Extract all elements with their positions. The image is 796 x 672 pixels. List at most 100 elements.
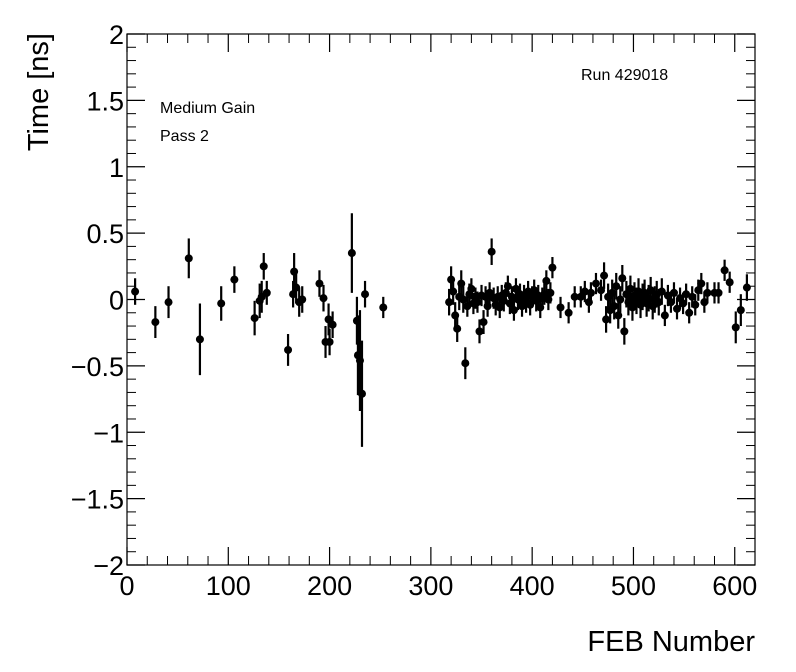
point-marker [459,295,468,304]
data-point [646,276,655,304]
y-tick-label: −2 [93,551,124,581]
data-point [131,278,140,305]
point-marker [379,303,388,312]
point-marker [626,284,635,293]
point-marker [660,311,669,320]
point-marker [230,275,239,284]
point-marker [580,287,589,296]
point-marker [646,286,655,295]
data-point [361,280,370,308]
data-points [131,213,751,447]
data-point [473,291,482,313]
point-marker [600,271,609,280]
point-marker [483,302,492,311]
x-tick-labels: 0 100 200 300 400 500 600 [119,571,757,601]
y-tick-label: 0 [109,286,124,316]
data-point [445,288,454,316]
data-point [542,270,551,292]
data-point [612,272,621,300]
data-point [564,302,573,324]
data-point [614,302,623,329]
point-marker [602,315,611,324]
data-point [461,347,470,380]
point-marker [507,292,516,301]
x-minor-ticks [146,34,715,565]
y-tick-label: 1 [109,153,124,183]
data-point [736,294,745,327]
point-marker [131,287,140,296]
y-tick-label: −1.5 [71,485,124,515]
x-tick-label: 200 [307,571,352,601]
data-point [457,270,466,297]
y-tick-label: −0.5 [71,352,124,382]
data-point [570,286,579,308]
point-marker [714,288,723,297]
point-marker [195,335,204,344]
data-point [151,306,160,338]
data-point [703,282,712,304]
point-marker [548,263,557,272]
data-point [720,259,729,281]
data-point [669,282,678,304]
x-tick-label: 500 [611,571,656,601]
point-marker [742,283,751,292]
point-marker [620,327,629,336]
data-point [479,310,488,335]
data-point [742,274,751,301]
data-point [548,257,557,279]
point-marker [612,282,621,291]
point-marker [461,359,470,368]
point-marker [616,295,625,304]
data-point [483,295,492,317]
point-marker [725,278,734,287]
data-point [600,262,609,289]
point-marker [457,279,466,288]
data-point [262,280,271,305]
data-point [298,286,307,313]
point-marker [284,345,293,354]
data-point [195,303,204,376]
y-tick-label: 1.5 [86,86,124,116]
data-point [475,319,484,344]
point-marker [319,294,328,303]
point-marker [164,298,173,307]
y-minor-ticks [127,46,755,553]
y-tick-labels: −2 −1.5 −1 −0.5 0 0.5 1 1.5 2 [71,20,124,581]
data-point [357,340,366,447]
point-marker [614,311,623,320]
data-point [546,282,555,304]
point-marker [591,279,600,288]
data-point [610,292,619,320]
data-point [626,275,635,303]
data-point [509,299,518,321]
data-point [487,238,496,265]
point-marker [685,308,694,317]
point-marker [564,308,573,317]
data-point [250,300,259,336]
point-marker [467,284,476,293]
point-marker [361,290,370,299]
data-point [449,278,458,305]
point-marker [217,299,226,308]
data-point [217,286,226,321]
plot-frame [126,33,756,566]
data-point [379,296,388,319]
point-marker [250,314,259,323]
x-tick-label: 100 [206,571,251,601]
point-marker [669,288,678,297]
point-marker [449,287,458,296]
point-marker [357,389,366,398]
point-marker [691,300,700,309]
gain-annotation: Medium Gain [160,100,255,117]
data-point [682,283,691,305]
data-point [467,278,476,300]
data-point [230,266,239,293]
data-point [591,272,600,295]
point-marker [445,298,454,307]
point-marker [720,266,729,275]
point-marker [586,288,595,297]
point-marker [542,276,551,285]
x-axis-title: FEB Number [587,626,755,658]
data-point [714,282,723,304]
